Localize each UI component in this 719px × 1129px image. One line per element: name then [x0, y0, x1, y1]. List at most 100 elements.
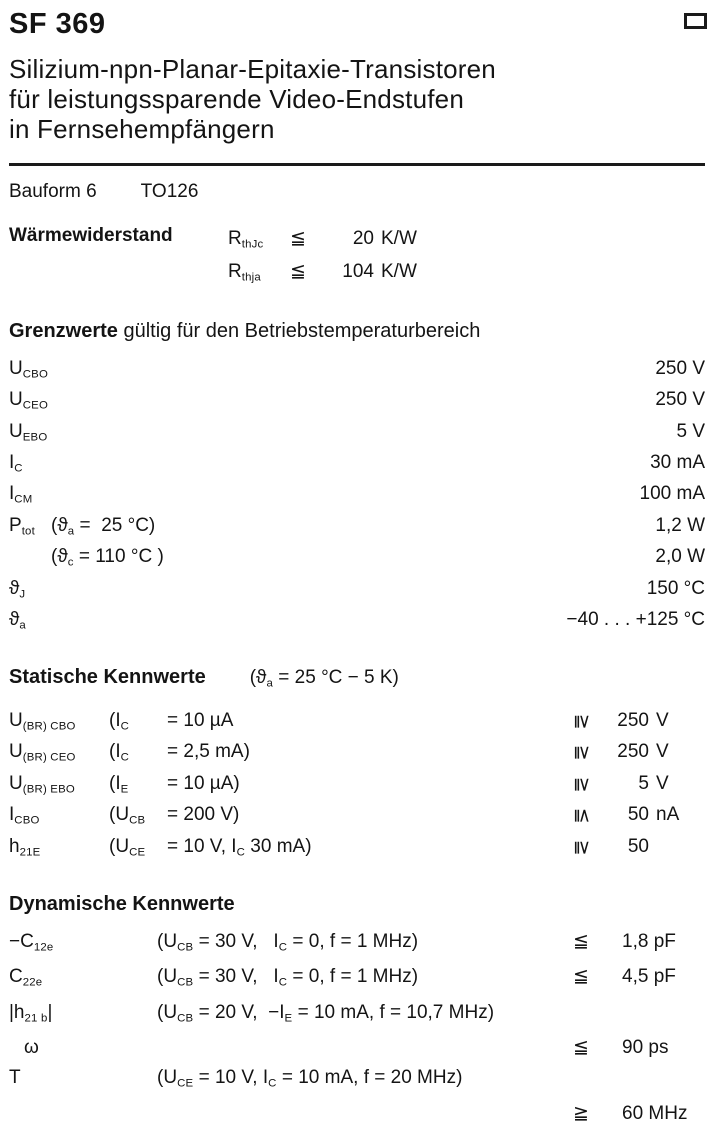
param-symbol: Ptot — [9, 514, 35, 538]
description-line: Silizium-npn-Planar-Epitaxie-Transistore… — [9, 54, 496, 84]
grenzwerte-table: UCBO 250 V UCEO 250 V UEBO 5 V IC 30 mA … — [9, 356, 705, 639]
test-condition — [157, 1099, 573, 1129]
dynamic-row: ≧ 60 MHz — [9, 1099, 705, 1129]
param-symbol: C22e — [9, 966, 43, 989]
test-condition-value: = 10 µA — [167, 709, 234, 731]
param-symbol: RthJc — [228, 228, 264, 251]
relation-symbol: ≧ — [571, 776, 593, 793]
limit-value: 30 mA — [650, 452, 705, 474]
dynamic-row: |h21 b| (UCB = 20 V, −IE = 10 mA, f = 10… — [9, 998, 705, 1033]
limit-row: IC 30 mA — [9, 450, 705, 481]
static-parameters-table: U(BR) CBO (IC = 10 µA ≧ 250 V U(BR) CEO … — [9, 708, 705, 865]
param-symbol: ICM — [9, 483, 33, 506]
param-symbol: U(BR) CEO — [9, 741, 76, 764]
test-condition — [51, 450, 650, 481]
test-condition-symbol: (IE — [109, 772, 129, 796]
relation-symbol: ≦ — [290, 261, 306, 283]
value-unit: K/W — [381, 228, 417, 249]
package-line: Bauform 6 TO126 — [9, 180, 705, 204]
param-symbol: IC — [9, 452, 23, 475]
relation-symbol: ≧ — [571, 745, 593, 761]
test-condition: (UCE = 10 V, IC = 10 mA, f = 20 MHz) — [157, 1067, 463, 1090]
test-condition-symbol: (UCB — [109, 804, 146, 827]
limit-value: −40 . . . +125 °C — [566, 609, 705, 631]
static-row: ICBO (UCB = 200 V) ≦ 50 nA — [9, 802, 705, 833]
test-condition — [51, 356, 655, 387]
limit-value: 60 MHz — [622, 1102, 688, 1124]
description-line: in Fernsehempfängern — [9, 114, 275, 144]
param-symbol: U(BR) EBO — [9, 772, 75, 796]
param-symbol: Rthja — [228, 261, 261, 284]
value-number: 104 — [342, 261, 374, 283]
param-symbol: h21E — [9, 835, 41, 858]
relation-symbol: ≦ — [290, 228, 306, 249]
limit-value: 4,5 pF — [622, 966, 676, 988]
value-number: 50 — [627, 804, 649, 826]
limit-value: 250 V — [655, 389, 705, 411]
limit-value: 100 mA — [639, 483, 705, 505]
relation-symbol: ≦ — [571, 807, 593, 824]
test-condition: (UCB = 30 V, IC = 0, f = 1 MHz) — [157, 966, 419, 989]
limit-row: ϑJ 150 °C — [9, 576, 705, 607]
value-number: 50 — [627, 835, 649, 857]
value-unit — [649, 834, 705, 865]
thermal-resistance-section: Wärmewiderstand RthJc ≦ 20 K/W Rthja ≦ 1… — [9, 225, 705, 292]
limit-row: Ptot (ϑa = 25 °C) 1,2 W — [9, 513, 705, 544]
param-symbol: ω — [24, 1037, 39, 1059]
thermal-row: RthJc ≦ 20 K/W — [228, 225, 705, 258]
limit-row: UEBO 5 V — [9, 419, 705, 450]
description-line: für leistungssparende Video-Endstufen — [9, 84, 464, 114]
package-name: TO126 — [140, 181, 199, 202]
param-symbol: |h21 b| — [9, 1001, 53, 1025]
datasheet-header: SF 369 Silizium-npn-Planar-Epitaxie-Tran… — [9, 8, 707, 144]
test-condition — [51, 387, 655, 418]
limit-value: 1,2 W — [655, 514, 705, 536]
param-symbol: UEBO — [9, 420, 48, 444]
test-condition: (UCB = 20 V, −IE = 10 mA, f = 10,7 MHz) — [157, 1001, 495, 1025]
limit-row: UCBO 250 V — [9, 356, 705, 387]
dynamic-parameters-table: −C12e (UCB = 30 V, IC = 0, f = 1 MHz) ≦ … — [9, 927, 705, 1129]
limit-row: ICM 100 mA — [9, 481, 705, 512]
test-condition-value: = 10 µA) — [167, 772, 240, 794]
value-unit: V — [656, 741, 669, 763]
test-condition — [157, 1033, 573, 1063]
test-condition-value: = 10 V, IC 30 mA) — [167, 835, 312, 858]
test-condition: (UCB = 30 V, IC = 0, f = 1 MHz) — [157, 930, 419, 954]
param-symbol: ϑJ — [9, 577, 26, 601]
relation-symbol: ≦ — [573, 966, 589, 988]
test-condition-symbol: (IC — [109, 709, 130, 733]
value-unit: V — [656, 709, 669, 731]
value-unit: nA — [656, 804, 680, 826]
static-row: U(BR) EBO (IE = 10 µA) ≧ 5 V — [9, 771, 705, 802]
static-note: (ϑa = 25 °C − 5 K) — [249, 667, 399, 690]
relation-symbol — [573, 998, 609, 1033]
limit-value: 5 V — [676, 420, 705, 442]
param-symbol: ϑa — [9, 609, 26, 632]
param-symbol — [9, 1099, 157, 1129]
dynamic-row: −C12e (UCB = 30 V, IC = 0, f = 1 MHz) ≦ … — [9, 927, 705, 962]
param-symbol: UCEO — [9, 389, 49, 412]
dynamic-row: C22e (UCB = 30 V, IC = 0, f = 1 MHz) ≦ 4… — [9, 962, 705, 997]
test-condition-symbol: (IC — [109, 741, 130, 764]
device-description: Silizium-npn-Planar-Epitaxie-Transistore… — [9, 54, 705, 144]
test-condition: (ϑa = 25 °C) — [51, 514, 156, 538]
param-symbol: U(BR) CBO — [9, 709, 76, 733]
test-condition-symbol: (UCE — [109, 835, 146, 858]
limit-row: (ϑc = 110 °C ) 2,0 W — [9, 544, 705, 575]
limit-row: UCEO 250 V — [9, 387, 705, 418]
dynamic-row: T (UCE = 10 V, IC = 10 mA, f = 20 MHz) — [9, 1063, 705, 1098]
section-heading-dynamic: Dynamische Kennwerte — [9, 892, 235, 915]
param-symbol: −C12e — [9, 930, 54, 954]
param-symbol: ICBO — [9, 804, 40, 827]
section-heading-grenzwerte: Grenzwerte gültig für den Betriebstemper… — [9, 319, 481, 342]
test-condition — [51, 481, 640, 512]
limit-value — [609, 1063, 705, 1098]
limit-value: 90 ps — [622, 1037, 669, 1059]
corner-box-icon — [684, 13, 707, 29]
value-number: 20 — [352, 228, 374, 249]
divider — [9, 163, 705, 166]
part-number: SF 369 — [9, 8, 106, 40]
test-condition — [51, 607, 566, 638]
param-symbol: T — [9, 1067, 21, 1089]
value-unit: V — [656, 772, 669, 794]
